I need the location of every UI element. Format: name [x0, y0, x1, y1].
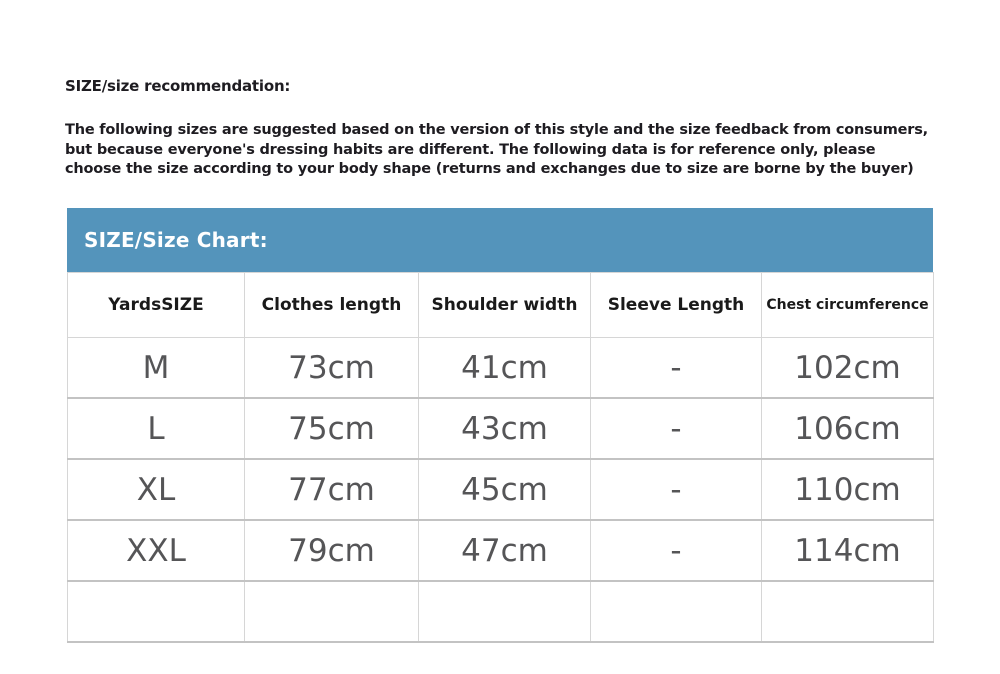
- size-chart-title: SIZE/Size Chart:: [84, 228, 268, 252]
- cell-sleeve-length: -: [590, 458, 762, 521]
- size-chart-table: YardsSIZE Clothes length Shoulder width …: [67, 272, 934, 643]
- cell-clothes-length: [244, 580, 419, 643]
- cell-clothes-length: 75cm: [244, 397, 419, 460]
- size-row-l: L 75cm 43cm - 106cm: [67, 397, 934, 460]
- column-header-chest-circumference: Chest circumference: [761, 272, 934, 338]
- description-line-2: but because everyone's dressing habits a…: [65, 141, 876, 158]
- size-table-header-row: YardsSIZE Clothes length Shoulder width …: [67, 272, 934, 338]
- column-header-sleeve-length: Sleeve Length: [590, 272, 762, 338]
- cell-shoulder-width: 43cm: [418, 397, 591, 460]
- cell-size-label: XL: [67, 458, 245, 521]
- description-line-3: choose the size according to your body s…: [65, 161, 914, 177]
- size-recommendation-heading: SIZE/size recommendation:: [65, 77, 291, 95]
- cell-sleeve-length: [590, 580, 762, 643]
- cell-chest: 106cm: [761, 397, 934, 460]
- cell-sleeve-length: -: [590, 397, 762, 460]
- cell-sleeve-length: -: [590, 519, 762, 582]
- cell-size-label: L: [67, 397, 245, 460]
- cell-shoulder-width: 47cm: [418, 519, 591, 582]
- cell-clothes-length: 73cm: [244, 337, 419, 399]
- cell-chest: 102cm: [761, 337, 934, 399]
- cell-shoulder-width: [418, 580, 591, 643]
- cell-size-label: M: [67, 337, 245, 399]
- cell-chest: [761, 580, 934, 643]
- cell-clothes-length: 79cm: [244, 519, 419, 582]
- cell-size-label: [67, 580, 245, 643]
- cell-shoulder-width: 45cm: [418, 458, 591, 521]
- cell-clothes-length: 77cm: [244, 458, 419, 521]
- size-row-xl: XL 77cm 45cm - 110cm: [67, 458, 934, 521]
- size-chart-title-bar: SIZE/Size Chart:: [67, 208, 933, 272]
- size-recommendation-text: The following sizes are suggested based …: [65, 121, 928, 180]
- size-chart: SIZE/Size Chart: YardsSIZE Clothes lengt…: [67, 208, 934, 643]
- column-header-clothes-length: Clothes length: [244, 272, 419, 338]
- size-row-empty: [67, 580, 934, 643]
- description-line-1: The following sizes are suggested based …: [65, 122, 928, 138]
- column-header-yards-size: YardsSIZE: [67, 272, 245, 338]
- cell-size-label: XXL: [67, 519, 245, 582]
- size-row-m: M 73cm 41cm - 102cm: [67, 337, 934, 399]
- cell-shoulder-width: 41cm: [418, 337, 591, 399]
- cell-chest: 114cm: [761, 519, 934, 582]
- column-header-shoulder-width: Shoulder width: [418, 272, 591, 338]
- size-row-xxl: XXL 79cm 47cm - 114cm: [67, 519, 934, 582]
- cell-sleeve-length: -: [590, 337, 762, 399]
- cell-chest: 110cm: [761, 458, 934, 521]
